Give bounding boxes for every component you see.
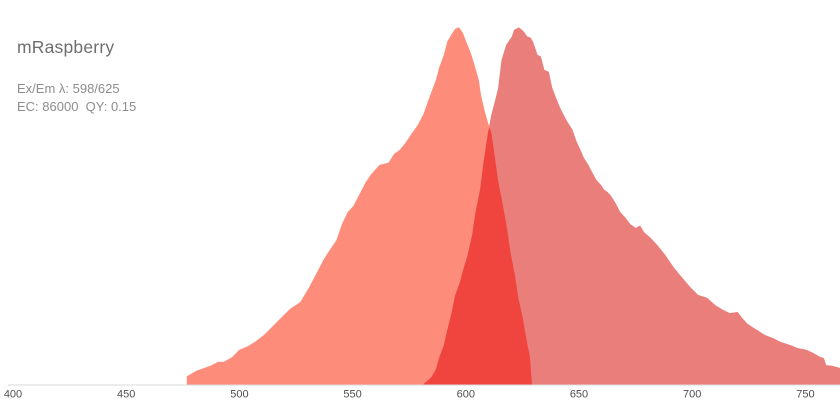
- x-tick-label: 450: [117, 389, 135, 401]
- x-tick-label: 700: [683, 389, 701, 401]
- x-tick-label: 600: [457, 389, 475, 401]
- x-tick-label: 550: [343, 389, 361, 401]
- protein-title: mRaspberry: [17, 37, 115, 57]
- protein-stats: Ex/Em λ: 598/625 EC: 86000 QY: 0.15: [17, 80, 136, 115]
- ex-em-value: Ex/Em λ: 598/625: [17, 81, 120, 96]
- x-tick-label: 400: [4, 389, 22, 401]
- x-tick-label: 750: [796, 389, 814, 401]
- x-tick-label: 650: [570, 389, 588, 401]
- ec-qy-value: EC: 86000 QY: 0.15: [17, 98, 137, 114]
- overlap-area: [423, 128, 532, 385]
- x-tick-label: 500: [230, 389, 248, 401]
